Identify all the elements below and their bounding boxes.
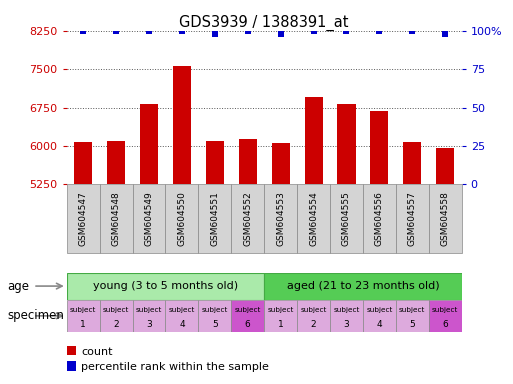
Text: GSM604549: GSM604549 <box>145 192 153 246</box>
Text: 5: 5 <box>409 321 415 329</box>
FancyBboxPatch shape <box>330 184 363 253</box>
Bar <box>173 66 191 184</box>
Point <box>376 28 384 34</box>
Text: GSM604558: GSM604558 <box>441 192 450 246</box>
FancyBboxPatch shape <box>297 184 330 253</box>
Bar <box>165 300 199 332</box>
Point <box>112 28 120 34</box>
Text: count: count <box>81 347 112 357</box>
Text: 6: 6 <box>442 321 448 329</box>
Bar <box>396 300 429 332</box>
Text: subject: subject <box>399 307 425 313</box>
Bar <box>140 104 158 184</box>
Point <box>309 28 318 34</box>
Text: 2: 2 <box>113 321 119 329</box>
Text: subject: subject <box>432 307 459 313</box>
Text: 3: 3 <box>146 321 152 329</box>
Bar <box>403 142 421 184</box>
Bar <box>107 141 125 184</box>
Text: 4: 4 <box>377 321 382 329</box>
Text: GSM604557: GSM604557 <box>408 192 417 246</box>
Text: 6: 6 <box>245 321 251 329</box>
Point <box>441 31 449 37</box>
FancyBboxPatch shape <box>199 184 231 253</box>
Text: subject: subject <box>103 307 129 313</box>
FancyBboxPatch shape <box>396 184 429 253</box>
Text: subject: subject <box>169 307 195 313</box>
Bar <box>74 142 92 184</box>
Bar <box>239 139 257 184</box>
Bar <box>338 104 356 184</box>
Bar <box>330 300 363 332</box>
Text: percentile rank within the sample: percentile rank within the sample <box>81 362 269 372</box>
Text: subject: subject <box>333 307 360 313</box>
Text: GSM604555: GSM604555 <box>342 192 351 246</box>
FancyBboxPatch shape <box>67 184 100 253</box>
Bar <box>370 111 388 184</box>
Text: GSM604547: GSM604547 <box>78 192 88 246</box>
Text: GSM604556: GSM604556 <box>375 192 384 246</box>
Text: subject: subject <box>234 307 261 313</box>
Text: subject: subject <box>267 307 294 313</box>
FancyBboxPatch shape <box>100 184 132 253</box>
Point <box>178 28 186 34</box>
Bar <box>100 300 132 332</box>
Point <box>408 28 417 34</box>
Bar <box>206 141 224 184</box>
Bar <box>271 143 290 184</box>
Text: GSM604554: GSM604554 <box>309 192 318 246</box>
FancyBboxPatch shape <box>264 184 297 253</box>
Bar <box>199 300 231 332</box>
Text: specimen: specimen <box>8 310 65 322</box>
Bar <box>363 300 396 332</box>
Bar <box>231 300 264 332</box>
Text: aged (21 to 23 months old): aged (21 to 23 months old) <box>287 281 439 291</box>
FancyBboxPatch shape <box>132 184 165 253</box>
Bar <box>264 300 297 332</box>
Bar <box>436 148 455 184</box>
Text: GSM604553: GSM604553 <box>276 192 285 246</box>
Text: 4: 4 <box>179 321 185 329</box>
Bar <box>67 273 264 300</box>
Text: 2: 2 <box>311 321 317 329</box>
Text: 5: 5 <box>212 321 218 329</box>
Text: subject: subject <box>202 307 228 313</box>
FancyBboxPatch shape <box>231 184 264 253</box>
Text: subject: subject <box>136 307 162 313</box>
Text: 3: 3 <box>344 321 349 329</box>
Bar <box>297 300 330 332</box>
FancyBboxPatch shape <box>363 184 396 253</box>
Title: GDS3939 / 1388391_at: GDS3939 / 1388391_at <box>180 15 349 31</box>
Text: GSM604552: GSM604552 <box>243 192 252 246</box>
Text: GSM604551: GSM604551 <box>210 192 220 246</box>
Point <box>244 28 252 34</box>
Text: GSM604548: GSM604548 <box>111 192 121 246</box>
Text: age: age <box>8 280 30 293</box>
Text: subject: subject <box>70 307 96 313</box>
Text: GSM604550: GSM604550 <box>177 192 186 246</box>
Bar <box>429 300 462 332</box>
Point <box>342 28 350 34</box>
Point <box>277 31 285 37</box>
Text: 1: 1 <box>80 321 86 329</box>
FancyBboxPatch shape <box>429 184 462 253</box>
Bar <box>264 273 462 300</box>
Text: young (3 to 5 months old): young (3 to 5 months old) <box>93 281 238 291</box>
Point <box>145 28 153 34</box>
Point <box>211 31 219 37</box>
Point <box>79 28 87 34</box>
Text: subject: subject <box>301 307 327 313</box>
Bar <box>67 300 100 332</box>
Text: 1: 1 <box>278 321 284 329</box>
Text: subject: subject <box>366 307 392 313</box>
FancyBboxPatch shape <box>165 184 199 253</box>
Bar <box>305 97 323 184</box>
Bar <box>132 300 165 332</box>
